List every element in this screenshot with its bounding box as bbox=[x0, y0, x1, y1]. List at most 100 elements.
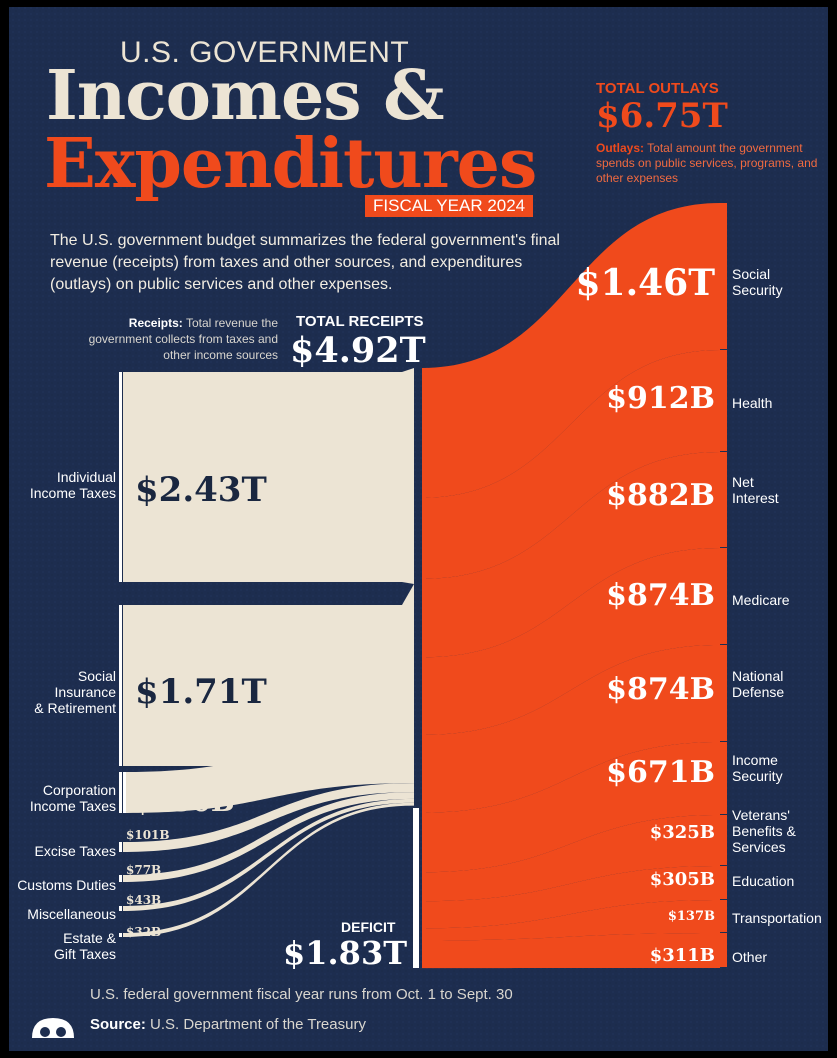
outlay-label-5: Income Security bbox=[732, 752, 783, 784]
outlay-label-4: National Defense bbox=[732, 668, 785, 700]
supertitle: U.S. GOVERNMENT bbox=[120, 36, 410, 69]
fiscal-year-note: U.S. federal government fiscal year runs… bbox=[90, 986, 513, 1003]
outlay-label-3: Medicare bbox=[732, 592, 790, 608]
receipt-marker-0 bbox=[119, 372, 122, 582]
outlay-bar-0 bbox=[720, 203, 727, 349]
total-outlays-value: $6.75T bbox=[596, 96, 728, 136]
outlay-label-1: Health bbox=[732, 395, 773, 411]
source-text: U.S. Department of the Treasury bbox=[150, 1016, 366, 1033]
receipt-label-1: Social Insurance & Retirement bbox=[34, 668, 116, 716]
receipt-value-0: $2.43T bbox=[135, 470, 267, 510]
outlay-flow-3 bbox=[422, 548, 727, 735]
outlay-label-8: Transportation bbox=[732, 910, 822, 926]
receipt-label-5: Miscellaneous bbox=[27, 906, 116, 922]
receipt-marker-1 bbox=[119, 605, 122, 766]
outlay-link-9 bbox=[422, 933, 720, 969]
receipt-marker-2 bbox=[119, 772, 122, 813]
outlay-flow-8 bbox=[422, 900, 727, 941]
outlay-link-5 bbox=[422, 742, 720, 873]
outlays-note-text: Total amount the government spends on pu… bbox=[596, 141, 818, 185]
receipt-label-0: Individual Income Taxes bbox=[29, 469, 116, 501]
outlay-value-0: $1.46T bbox=[575, 262, 715, 304]
source-line: Source: U.S. Department of the Treasury bbox=[90, 1016, 366, 1033]
receipt-marker-3 bbox=[119, 842, 122, 852]
outlay-flow-4 bbox=[422, 645, 727, 813]
logo-icon bbox=[32, 1018, 74, 1038]
receipt-link-1 bbox=[402, 584, 414, 766]
outlay-flow-5 bbox=[422, 742, 727, 873]
receipt-flow-6 bbox=[119, 802, 414, 937]
receipts-note: Receipts: Total revenue the government c… bbox=[86, 315, 278, 363]
receipt-flow-5 bbox=[119, 798, 414, 911]
receipts-note-term: Receipts: bbox=[128, 316, 183, 330]
outlay-bar-8 bbox=[720, 900, 727, 932]
receipt-link-3 bbox=[123, 783, 414, 852]
receipt-value-5: $43B bbox=[126, 893, 162, 907]
outlay-label-2: Net Interest bbox=[732, 474, 779, 506]
receipt-marker-6 bbox=[119, 933, 122, 937]
outlay-value-2: $882B bbox=[606, 478, 715, 513]
outlay-flow-6 bbox=[422, 815, 727, 902]
outlay-link-8 bbox=[422, 900, 720, 941]
receipt-label-4: Customs Duties bbox=[17, 877, 116, 893]
outlay-label-9: Other bbox=[732, 949, 768, 965]
outlay-label-7: Education bbox=[732, 873, 795, 889]
outlay-value-4: $874B bbox=[606, 672, 715, 707]
outlay-flow-9 bbox=[422, 933, 727, 969]
outlays-note: Outlays: Total amount the government spe… bbox=[596, 141, 821, 186]
outlay-label-6: Veterans' Benefits & Services bbox=[732, 807, 796, 855]
outlay-value-1: $912B bbox=[606, 381, 715, 416]
receipt-link-5 bbox=[123, 798, 414, 911]
outlay-bar-3 bbox=[720, 548, 727, 644]
receipt-marker-4 bbox=[119, 875, 122, 882]
title-line-1: Incomes & bbox=[46, 56, 445, 136]
outlay-flow-1 bbox=[422, 350, 727, 579]
receipts-note-text: Total revenue the government collects fr… bbox=[88, 316, 278, 362]
receipt-link-2 bbox=[126, 736, 414, 813]
outlay-label-0: Social Security bbox=[732, 266, 783, 298]
receipt-label-6: Estate & Gift Taxes bbox=[54, 930, 116, 962]
receipt-value-2: $530B bbox=[133, 785, 235, 818]
description: The U.S. government budget summarizes th… bbox=[50, 232, 560, 293]
outlay-link-0 bbox=[422, 203, 720, 498]
outlay-link-2 bbox=[422, 452, 720, 658]
outlay-bar-6 bbox=[720, 815, 727, 865]
receipt-flow-3 bbox=[119, 783, 414, 852]
outlay-link-7 bbox=[422, 866, 720, 929]
outlay-link-3 bbox=[422, 548, 720, 735]
deficit-bar bbox=[413, 808, 419, 968]
receipt-flow-2 bbox=[119, 736, 414, 813]
outlay-bar-2 bbox=[720, 452, 727, 547]
receipt-label-2: Corporation Income Taxes bbox=[29, 782, 116, 814]
outlay-link-1 bbox=[422, 350, 720, 579]
receipt-value-1: $1.71T bbox=[135, 672, 267, 712]
outlay-flow-2 bbox=[422, 452, 727, 658]
outlay-bar-5 bbox=[720, 742, 727, 814]
deficit-value: $1.83T bbox=[283, 934, 408, 972]
outlay-value-3: $874B bbox=[606, 578, 715, 613]
receipt-marker-5 bbox=[119, 906, 122, 911]
receipt-link-6 bbox=[123, 802, 414, 937]
outlay-bar-7 bbox=[720, 866, 727, 899]
receipt-value-4: $77B bbox=[126, 863, 162, 877]
total-receipts-heading: TOTAL RECEIPTS bbox=[296, 313, 424, 330]
total-receipts-value: $4.92T bbox=[290, 330, 426, 371]
receipt-bar-0 bbox=[123, 372, 402, 582]
outlay-value-8: $137B bbox=[667, 909, 715, 924]
outlays-note-term: Outlays: bbox=[596, 141, 645, 155]
outlay-value-5: $671B bbox=[606, 755, 715, 790]
outlay-link-6 bbox=[422, 815, 720, 902]
receipt-value-3: $101B bbox=[126, 828, 170, 842]
outlays-column bbox=[422, 368, 426, 968]
receipt-link-4 bbox=[123, 792, 414, 882]
receipt-label-3: Excise Taxes bbox=[34, 843, 116, 859]
receipt-flow-4 bbox=[119, 792, 414, 882]
outlay-link-4 bbox=[422, 645, 720, 813]
outlay-value-9: $311B bbox=[649, 945, 715, 966]
deficit-heading: DEFICIT bbox=[341, 919, 396, 935]
fiscal-year-badge: FISCAL YEAR 2024 bbox=[365, 195, 534, 217]
outlay-value-6: $325B bbox=[649, 822, 715, 843]
outlay-flow-0 bbox=[422, 203, 727, 498]
